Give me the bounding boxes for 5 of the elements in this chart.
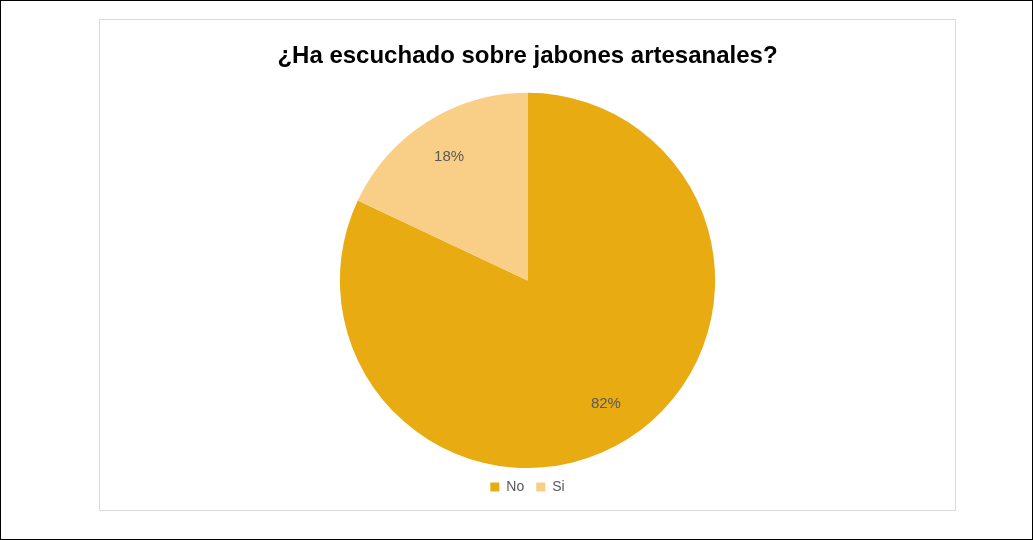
legend-label: Si (552, 477, 565, 494)
chart-title: ¿Ha escuchado sobre jabones artesanales? (277, 41, 778, 69)
data-label: 18% (434, 146, 465, 164)
data-label: 82% (590, 394, 621, 412)
legend-label: No (506, 477, 525, 494)
